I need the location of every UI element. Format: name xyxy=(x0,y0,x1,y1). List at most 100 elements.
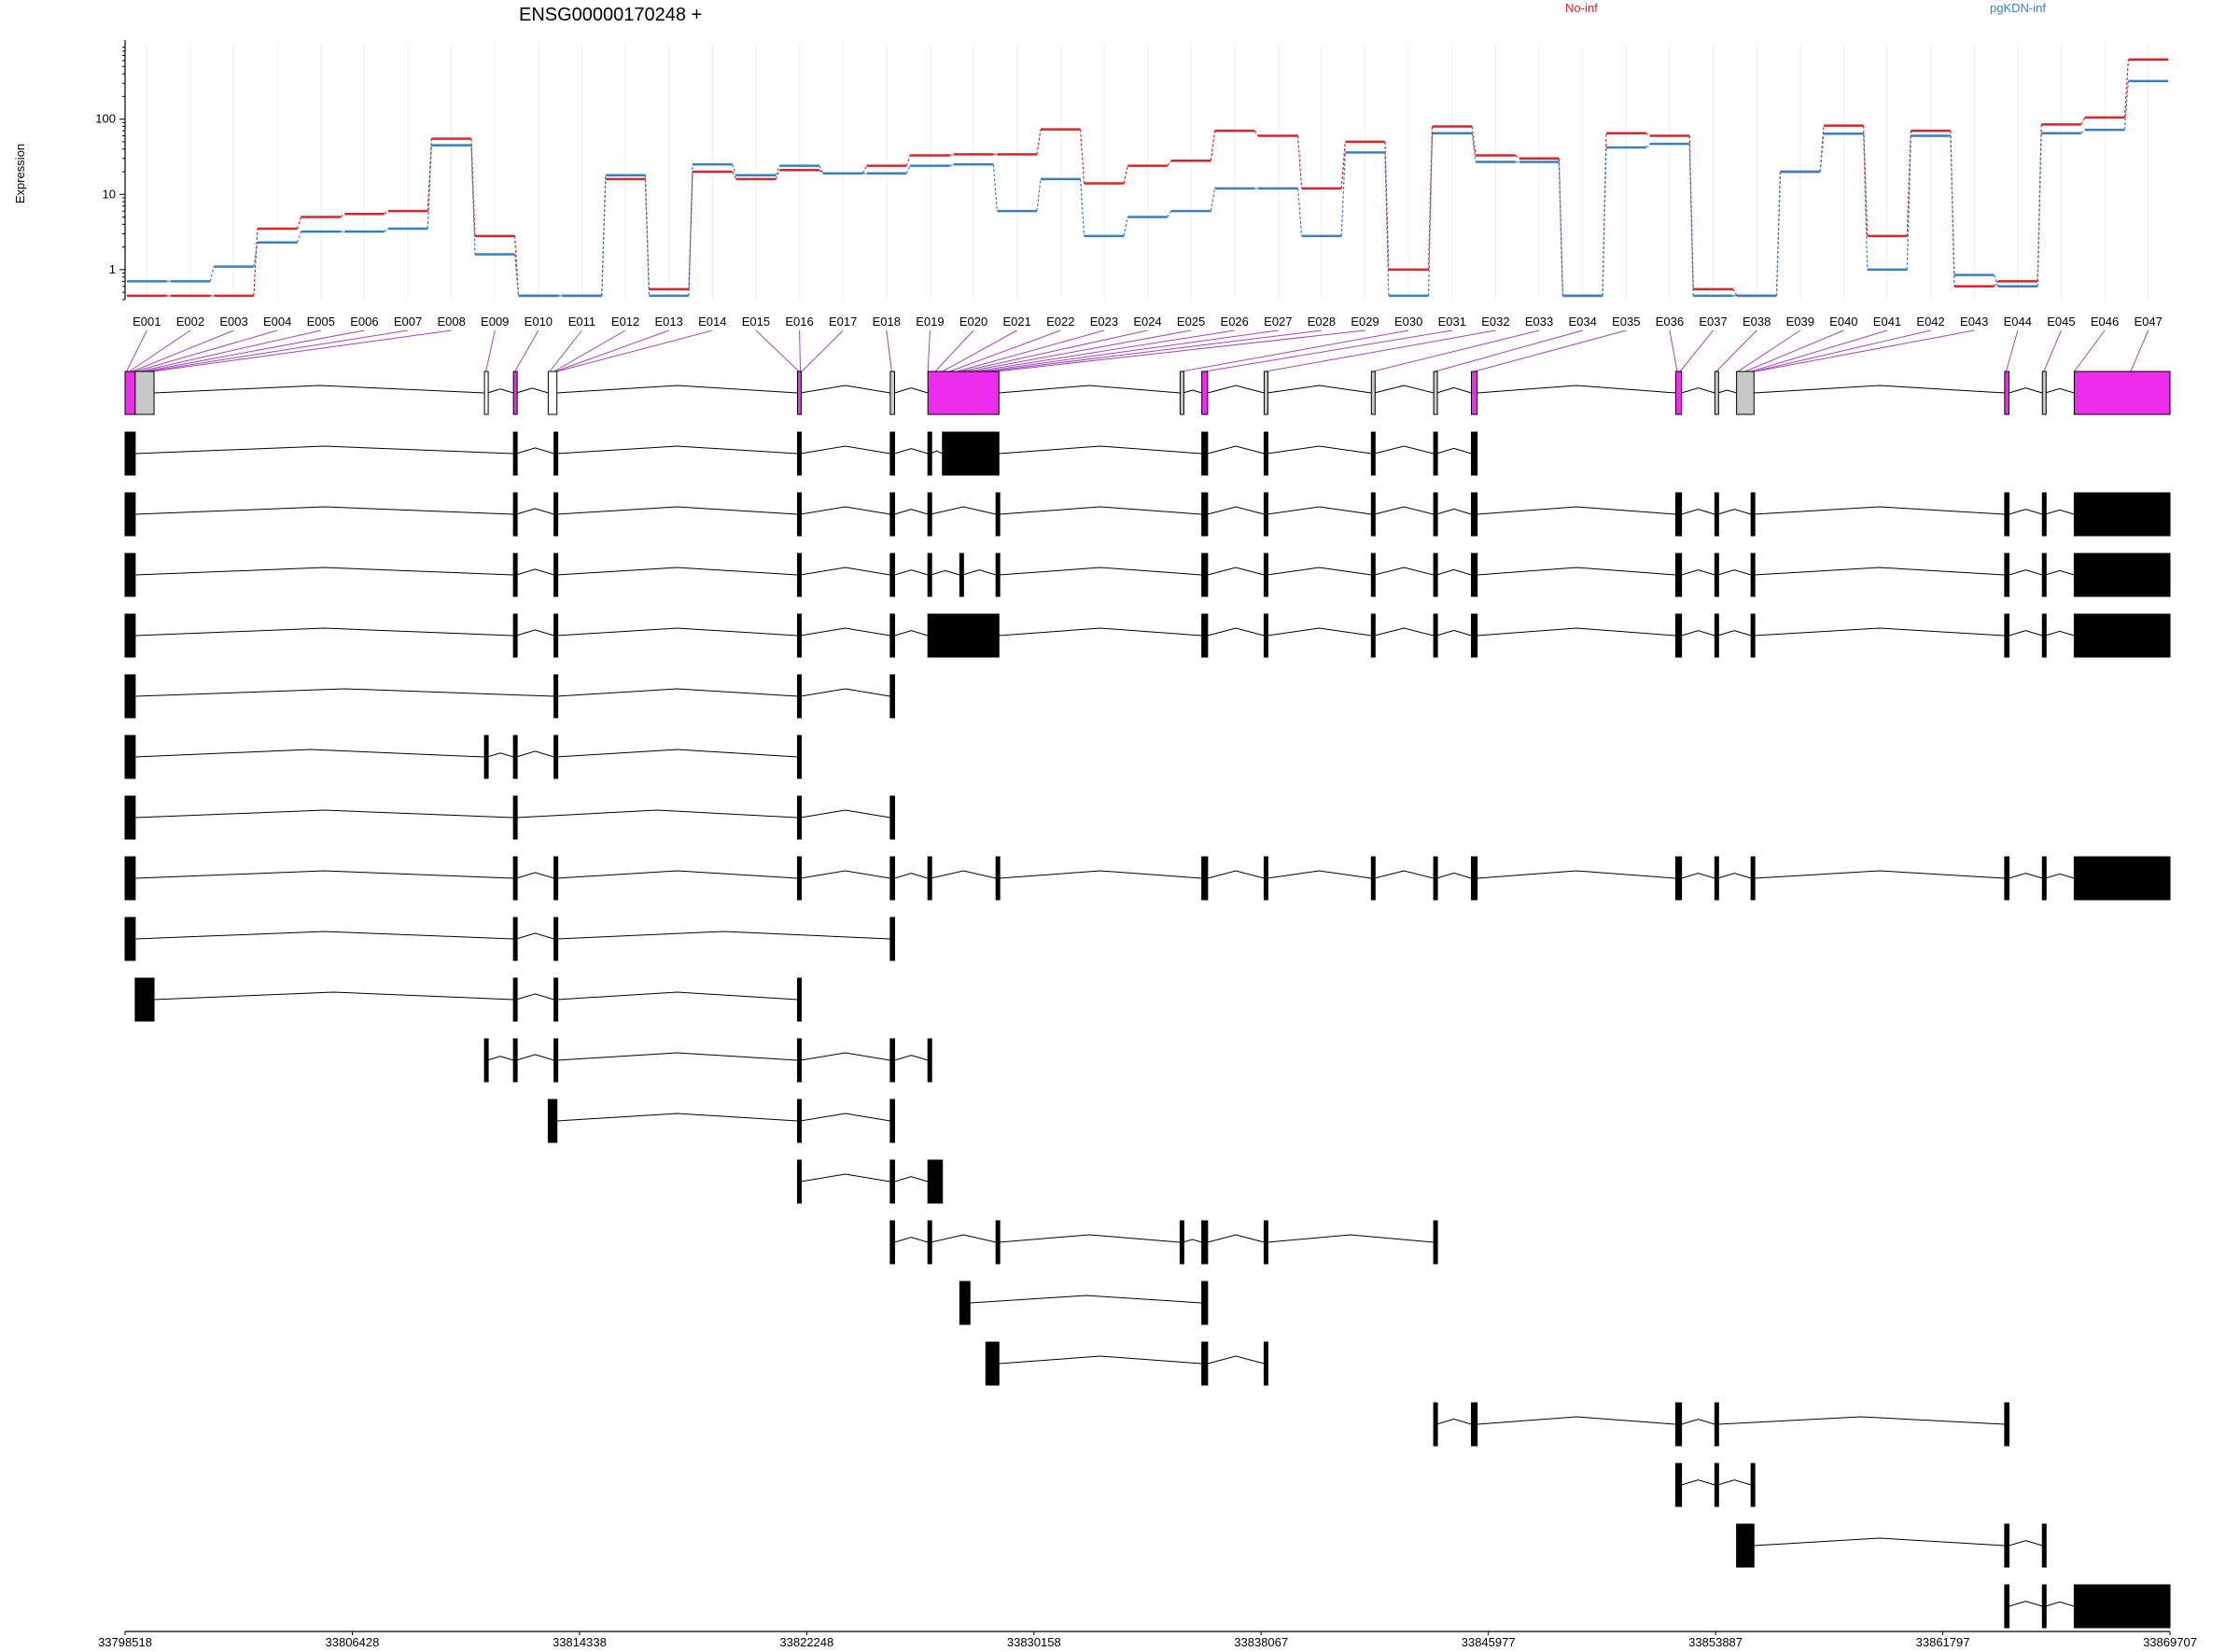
x-tick-label: 33869707 xyxy=(2143,1635,2197,1649)
expression-step xyxy=(1950,135,1955,275)
intron xyxy=(556,385,798,394)
exon-bin-label: E006 xyxy=(350,315,378,329)
intron xyxy=(931,569,960,576)
transcript-exon xyxy=(1470,431,1478,476)
expression-step xyxy=(775,170,780,180)
bin-connector xyxy=(988,329,1323,372)
expression-step xyxy=(340,213,345,218)
intron xyxy=(1436,386,1472,394)
transcript-exon xyxy=(1433,613,1438,658)
transcript-exon xyxy=(1470,613,1478,658)
intron xyxy=(516,508,554,515)
intron xyxy=(487,752,514,758)
intron xyxy=(2009,1601,2043,1607)
transcript-exon xyxy=(2041,1523,2047,1568)
exon-bin-label: E031 xyxy=(1438,315,1466,329)
transcript-exon xyxy=(1750,492,1756,537)
transcript-exon xyxy=(927,431,932,476)
transcript-exon xyxy=(1750,553,1756,597)
transcript-exon xyxy=(796,674,802,719)
expression-step xyxy=(1210,188,1216,212)
transcript-exon xyxy=(2041,1584,2047,1629)
expression-step xyxy=(2080,129,2086,134)
transcript-exon xyxy=(512,431,518,476)
transcript-exon xyxy=(1714,1402,1719,1447)
transcript-exon xyxy=(2004,856,2010,901)
x-tick-label: 33814338 xyxy=(553,1635,607,1649)
intron xyxy=(487,1056,514,1061)
expression-step xyxy=(1079,129,1085,184)
transcript-exon xyxy=(2041,553,2047,597)
bin-connector xyxy=(1755,329,1975,372)
transcript-exon xyxy=(796,1159,802,1204)
intron xyxy=(556,1113,798,1122)
transcript-exon xyxy=(889,553,895,597)
bin-connector xyxy=(485,329,496,372)
expression-step xyxy=(1253,130,1259,136)
exon-bin-label: E025 xyxy=(1177,315,1205,329)
expression-step xyxy=(1167,210,1172,217)
expression-step xyxy=(688,164,693,296)
transcript-exon xyxy=(1470,856,1478,901)
exon-bin-label: E016 xyxy=(785,315,813,329)
intron xyxy=(999,870,1202,879)
intron xyxy=(1374,567,1435,576)
expression-step xyxy=(1123,165,1128,184)
transcript-exon xyxy=(512,492,518,537)
exon-bin-label: E014 xyxy=(698,315,726,329)
intron xyxy=(134,445,514,455)
transcript-exon xyxy=(1714,1463,1719,1507)
transcript-exon xyxy=(927,492,932,537)
intron xyxy=(1477,870,1676,879)
intron xyxy=(1717,873,1752,879)
intron xyxy=(1207,567,1265,576)
expression-step xyxy=(1906,135,1911,270)
intron xyxy=(931,506,997,515)
bin-connector xyxy=(1744,329,1844,372)
expression-step xyxy=(1471,133,1477,162)
gene-model-exon xyxy=(2004,371,2010,415)
exon-bin-label: E019 xyxy=(916,315,944,329)
exon-bin-label: E028 xyxy=(1308,315,1336,329)
transcript-exon xyxy=(1201,613,1209,658)
expression-step xyxy=(253,229,259,296)
expression-step xyxy=(513,254,520,296)
gene-model-exon xyxy=(1201,371,1209,415)
intron xyxy=(556,931,890,940)
exon-bin-label: E042 xyxy=(1916,315,1944,329)
exon-bin-label: E021 xyxy=(1002,315,1030,329)
exon-bin-label: E005 xyxy=(307,315,335,329)
transcript-exon xyxy=(889,856,895,901)
expression-step xyxy=(1036,129,1042,155)
x-tick-label: 33853887 xyxy=(1688,1635,1743,1649)
exon-bin-label: E008 xyxy=(437,315,465,329)
transcript-exon xyxy=(2073,613,2171,658)
transcript-exon xyxy=(1263,856,1268,901)
expression-step xyxy=(384,228,389,232)
bin-connector xyxy=(556,329,713,372)
transcript-exon xyxy=(512,1038,518,1083)
transcript-exon xyxy=(889,431,895,476)
exon-bin-label: E004 xyxy=(263,315,291,329)
intron xyxy=(556,506,798,515)
transcript-exon xyxy=(2004,613,2010,658)
intron xyxy=(800,870,890,879)
intron xyxy=(1681,1479,1715,1486)
bin-connector xyxy=(960,329,1148,372)
intron xyxy=(999,567,1202,576)
transcript-exon xyxy=(796,613,802,658)
bin-connector xyxy=(132,329,234,372)
gene-model-exon xyxy=(512,371,518,415)
exon-bin-label: E039 xyxy=(1786,315,1814,329)
bin-connector xyxy=(126,329,147,372)
expression-step xyxy=(1036,178,1042,212)
transcript-exon xyxy=(553,431,559,476)
expression-step xyxy=(861,165,868,175)
transcript-exon xyxy=(1433,492,1438,537)
gene-model-exon xyxy=(927,371,1000,415)
bin-connector xyxy=(755,329,800,372)
transcript-exon xyxy=(2041,492,2047,537)
expression-step xyxy=(1558,158,1563,296)
gene-model-exon xyxy=(1263,371,1268,415)
